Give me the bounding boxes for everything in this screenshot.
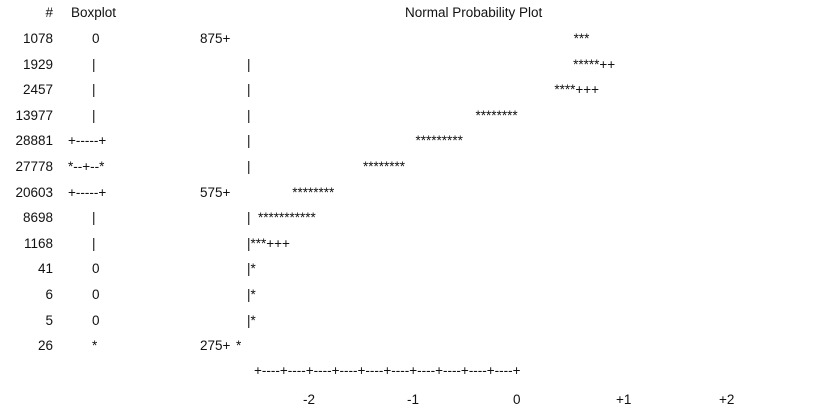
y-tick-label: 575+ [200,184,231,200]
plot-title: Normal Probability Plot [405,5,543,20]
table-row: 26 * 275+ * [0,336,817,356]
count-cell: 6 [45,287,53,302]
count-cell: 1078 [22,31,53,46]
plot-row: |* [247,287,256,302]
count-cell: 5 [45,312,53,328]
count-cell: 8698 [22,210,53,226]
x-tick-label: -1 [407,392,420,407]
table-row: 1078 0 875+ *** [0,29,817,49]
boxplot-cell: 0 [92,312,100,328]
boxplot-cell: | [92,107,96,123]
boxplot-cell: 0 [92,31,100,46]
x-axis-line: +----+----+----+----+----+----+----+----… [254,363,521,378]
table-row: 20603 +-----+ 575+ ******** [0,183,817,203]
plot-row: | ********* [247,133,463,149]
table-row: 2457 | | ****+++ [0,80,817,100]
boxplot-cell: | [92,56,96,72]
boxplot-header: Boxplot [71,5,117,20]
count-cell: 27778 [15,159,53,174]
table-row: 6 0 |* [0,285,817,305]
x-tick-label: +1 [616,392,632,407]
plot-row: | ******** [247,107,518,123]
x-tick-label: -2 [303,392,316,407]
boxplot-cell: 0 [92,261,100,277]
count-cell: 28881 [15,133,53,149]
plot-row: | ****+++ [247,82,599,98]
count-cell: 1929 [22,56,53,72]
plot-row: | ******** [247,159,406,174]
count-cell: 26 [37,338,53,354]
boxplot-cell: *--+--* [68,159,105,174]
count-cell: 20603 [15,184,53,200]
boxplot-cell: +-----+ [68,184,107,200]
count-cell: 2457 [22,82,53,98]
plot-row: | *****++ [247,56,616,72]
boxplot-cell: | [92,82,96,98]
plot-row: |* [247,312,256,328]
count-cell: 1168 [23,235,53,251]
table-row: 5 0 |* [0,311,817,331]
header-row: # Boxplot Normal Probability Plot [0,3,817,23]
y-tick-label: 875+ [200,31,231,46]
x-tick-label: +2 [719,392,735,407]
plot-row: ******** [236,184,335,200]
plot-row: * [236,338,242,354]
boxplot-cell: 0 [92,287,100,302]
count-cell: 41 [37,261,53,277]
table-row: 8698 | | *********** [0,208,817,228]
plot-row: |* [247,261,256,277]
boxplot-cell: +-----+ [68,133,107,149]
table-row: 13977 | | ******** [0,106,817,126]
y-tick-label: 275+ [200,338,231,354]
plot-row: *** [236,31,590,46]
table-row: 28881 +-----+ | ********* [0,131,817,151]
plot-row: | *********** [247,210,316,226]
table-row: 1168 | |***+++ [0,234,817,254]
boxplot-cell: * [92,338,98,354]
plot-row: |***+++ [247,235,290,251]
table-row: 1929 | | *****++ [0,55,817,75]
count-cell: 13977 [15,107,53,123]
table-row: 27778 *--+--* | ******** [0,157,817,177]
count-header: # [45,5,53,20]
boxplot-cell: | [92,210,96,226]
x-tick-label: 0 [513,392,521,407]
table-row: 41 0 |* [0,259,817,279]
boxplot-cell: | [92,235,96,251]
